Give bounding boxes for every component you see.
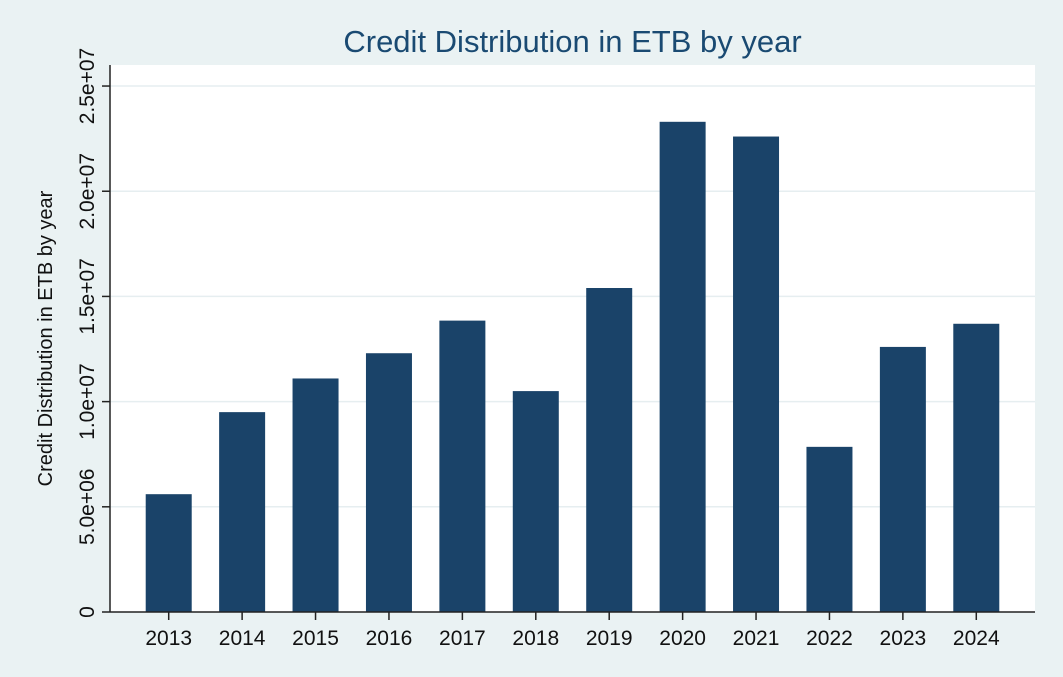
- y-tick-label: 1.0e+07: [76, 363, 99, 440]
- bar-2013: [145, 494, 192, 612]
- x-tick-label: 2013: [145, 627, 192, 650]
- bar-2020: [659, 121, 706, 613]
- bar-2024: [953, 323, 1000, 612]
- bar-2019: [586, 288, 633, 612]
- bar-2017: [439, 320, 486, 612]
- x-tick-label: 2019: [586, 627, 633, 650]
- x-tick-label: 2015: [292, 627, 339, 650]
- bar-2016: [365, 353, 412, 612]
- x-tick-label: 2023: [880, 627, 927, 650]
- bar-2022: [806, 446, 853, 612]
- x-tick-label: 2017: [439, 627, 486, 650]
- bars: [145, 121, 1000, 613]
- bar-2023: [879, 346, 926, 612]
- bar-2015: [292, 378, 339, 612]
- x-tick-label: 2018: [512, 627, 559, 650]
- x-tick-label: 2016: [366, 627, 413, 650]
- x-tick-label: 2022: [806, 627, 853, 650]
- y-tick-label: 1.5e+07: [76, 258, 99, 335]
- y-tick-label: 0: [76, 606, 99, 618]
- y-ticks: 0 5.0e+06 1.0e+07 1.5e+07 2.0e+07 2.5e+07: [76, 48, 110, 618]
- chart-title: Credit Distribution in ETB by year: [343, 24, 801, 59]
- y-tick-label: 2.0e+07: [76, 153, 99, 230]
- x-ticks: 2013 2014 2015 2016 2017 2018 2019 2020 2021 2022…: [145, 612, 1000, 650]
- y-axis-label: Credit Distribution in ETB by year: [35, 190, 57, 486]
- x-tick-label: 2024: [953, 627, 1000, 650]
- x-tick-label: 2020: [659, 627, 706, 650]
- y-tick-label: 2.5e+07: [76, 48, 99, 125]
- x-tick-label: 2021: [733, 627, 780, 650]
- x-tick-label: 2014: [219, 627, 266, 650]
- axes: [109, 65, 1035, 613]
- y-tick-label: 5.0e+06: [76, 469, 99, 546]
- bar-2021: [733, 136, 780, 612]
- bar-2014: [219, 412, 266, 612]
- bar-2018: [512, 391, 559, 612]
